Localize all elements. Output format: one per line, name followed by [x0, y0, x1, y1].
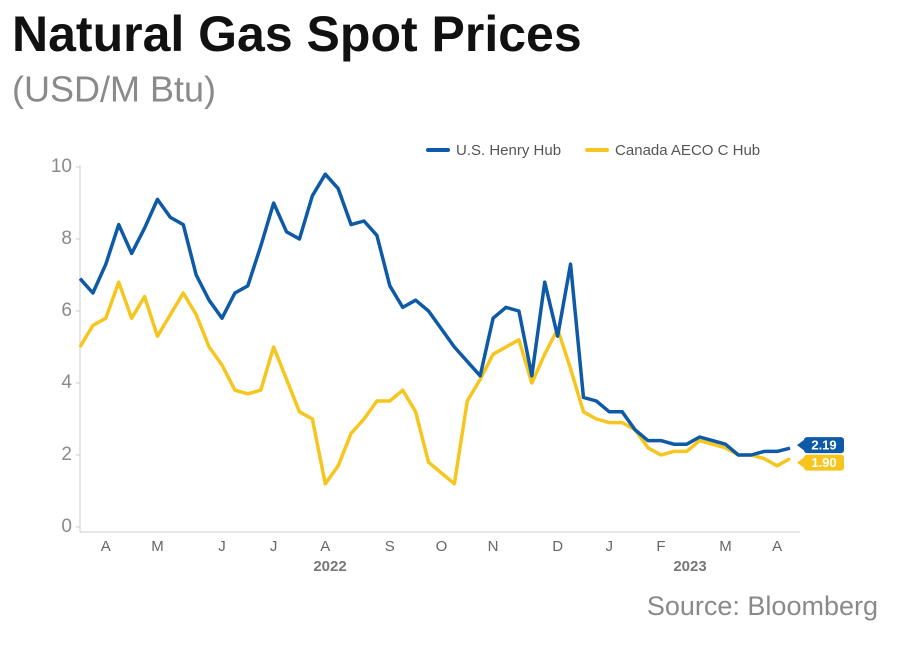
x-tick-label: M — [719, 538, 732, 555]
end-label-pointer — [797, 456, 805, 469]
x-tick-label: N — [488, 538, 499, 555]
x-tick-label: J — [606, 538, 614, 555]
y-tick-label: 8 — [61, 228, 72, 249]
x-tick-label: S — [385, 538, 395, 555]
x-tick-label: O — [436, 538, 448, 555]
x-tick-label: M — [151, 538, 164, 555]
end-label-box — [804, 454, 844, 471]
x-tick-label: A — [320, 538, 330, 555]
y-tick-label: 10 — [51, 156, 72, 177]
legend-label: U.S. Henry Hub — [456, 142, 561, 159]
y-tick-label: 4 — [61, 372, 72, 393]
y-tick-label: 0 — [61, 516, 72, 537]
chart-title: Natural Gas Spot Prices — [12, 6, 582, 62]
year-label: 2022 — [313, 558, 346, 575]
legend-label: Canada AECO C Hub — [615, 142, 760, 159]
x-tick-label: F — [656, 538, 665, 555]
chart-subtitle: (USD/M Btu) — [12, 69, 216, 110]
end-label-pointer — [797, 439, 805, 452]
end-label: 2.19 — [811, 438, 836, 453]
year-label: 2023 — [673, 558, 706, 575]
series-line — [78, 172, 791, 457]
series-line — [78, 280, 791, 486]
x-tick-label: A — [772, 538, 782, 555]
source: Source: Bloomberg — [647, 591, 878, 621]
x-tick-label: J — [218, 538, 226, 555]
y-tick-label: 6 — [61, 300, 72, 321]
x-tick-label: J — [270, 538, 278, 555]
x-tick-label: A — [101, 538, 111, 555]
end-label: 1.90 — [811, 455, 836, 470]
end-label-box — [804, 437, 844, 454]
y-tick-label: 2 — [61, 444, 72, 465]
x-tick-label: D — [552, 538, 563, 555]
